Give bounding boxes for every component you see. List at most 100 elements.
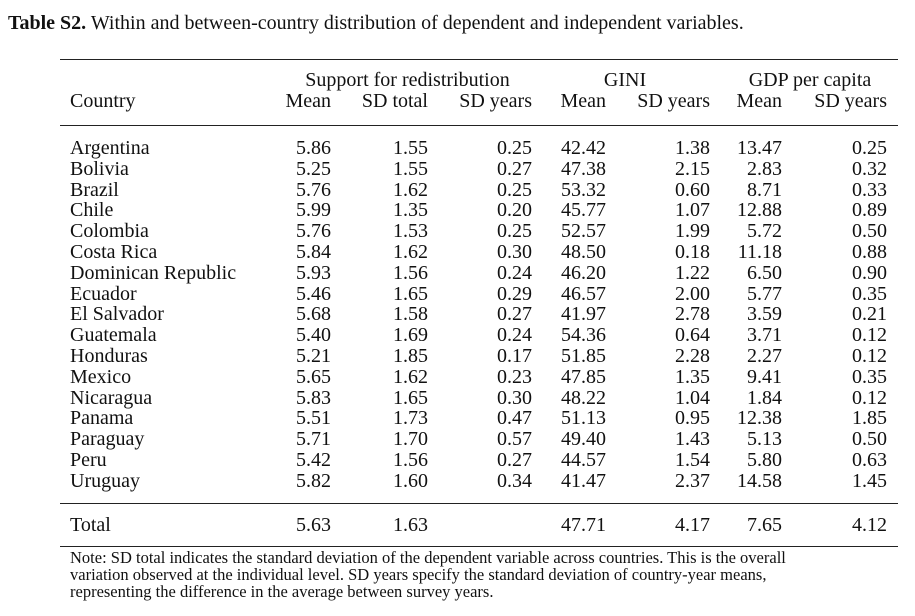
value-cell: 5.86 bbox=[296, 137, 331, 159]
value-cell: 1.62 bbox=[393, 178, 428, 201]
value-cell: 41.97 bbox=[561, 303, 606, 326]
value-cell: 2.28 bbox=[675, 345, 710, 367]
value-cell: 3.71 bbox=[747, 324, 782, 347]
value-cell: 0.47 bbox=[497, 407, 532, 430]
value-cell: 1.07 bbox=[675, 199, 710, 222]
total-value-cell: 7.65 bbox=[747, 514, 782, 536]
column-header: SD years bbox=[459, 90, 532, 112]
value-cell: 1.85 bbox=[393, 345, 428, 367]
value-cell: 1.62 bbox=[393, 365, 428, 388]
value-cell: 0.63 bbox=[852, 449, 887, 471]
value-cell: 48.22 bbox=[561, 386, 606, 409]
value-cell: 0.60 bbox=[675, 178, 710, 201]
value-cell: 5.84 bbox=[296, 241, 331, 263]
value-cell: 5.42 bbox=[296, 449, 331, 471]
value-cell: 0.21 bbox=[852, 303, 887, 326]
value-cell: 12.38 bbox=[737, 407, 782, 430]
value-cell: 0.35 bbox=[852, 365, 887, 388]
value-cell: 0.29 bbox=[497, 282, 532, 305]
value-cell: 48.50 bbox=[561, 241, 606, 263]
value-cell: 0.88 bbox=[852, 241, 887, 263]
total-rule-top bbox=[60, 503, 898, 504]
value-cell: 1.43 bbox=[675, 428, 710, 451]
value-cell: 47.85 bbox=[561, 365, 606, 388]
value-cell: 46.20 bbox=[561, 261, 606, 284]
header-group-support: Support for redistribution bbox=[305, 69, 510, 91]
value-cell: 5.71 bbox=[296, 428, 331, 451]
value-cell: 5.25 bbox=[296, 157, 331, 180]
value-cell: 2.27 bbox=[747, 345, 782, 367]
value-cell: 14.58 bbox=[737, 469, 782, 492]
value-cell: 5.83 bbox=[296, 386, 331, 409]
value-cell: 0.30 bbox=[497, 386, 532, 409]
value-cell: 5.76 bbox=[296, 220, 331, 243]
value-cell: 5.77 bbox=[747, 282, 782, 305]
country-cell: Costa Rica bbox=[70, 241, 158, 263]
country-cell: Argentina bbox=[70, 137, 150, 159]
value-cell: 0.27 bbox=[497, 157, 532, 180]
country-cell: Bolivia bbox=[70, 157, 129, 180]
value-cell: 45.77 bbox=[561, 199, 606, 222]
value-cell: 44.57 bbox=[561, 449, 606, 471]
column-header: SD years bbox=[637, 90, 710, 112]
table-caption: Table S2. Within and between-country dis… bbox=[8, 10, 744, 36]
value-cell: 1.55 bbox=[393, 137, 428, 159]
country-cell: Ecuador bbox=[70, 282, 137, 305]
value-cell: 1.35 bbox=[675, 365, 710, 388]
country-cell: El Salvador bbox=[70, 303, 164, 326]
value-cell: 5.80 bbox=[747, 449, 782, 471]
total-label: Total bbox=[70, 514, 111, 536]
value-cell: 0.17 bbox=[497, 345, 532, 367]
value-cell: 52.57 bbox=[561, 220, 606, 243]
caption-label: Table S2. bbox=[8, 12, 87, 34]
value-cell: 2.83 bbox=[747, 157, 782, 180]
value-cell: 1.60 bbox=[393, 469, 428, 492]
column-header: Mean bbox=[736, 90, 782, 112]
value-cell: 1.35 bbox=[393, 199, 428, 222]
value-cell: 11.18 bbox=[737, 241, 782, 263]
value-cell: 0.34 bbox=[497, 469, 532, 492]
top-rule bbox=[60, 59, 898, 60]
value-cell: 5.40 bbox=[296, 324, 331, 347]
value-cell: 53.32 bbox=[561, 178, 606, 201]
value-cell: 0.12 bbox=[852, 324, 887, 347]
value-cell: 0.50 bbox=[852, 220, 887, 243]
value-cell: 0.30 bbox=[497, 241, 532, 263]
value-cell: 5.51 bbox=[296, 407, 331, 430]
value-cell: 0.35 bbox=[852, 282, 887, 305]
column-header: SD total bbox=[361, 90, 428, 112]
value-cell: 0.57 bbox=[497, 428, 532, 451]
header-rule bbox=[60, 125, 898, 126]
value-cell: 46.57 bbox=[561, 282, 606, 305]
value-cell: 0.27 bbox=[497, 303, 532, 326]
value-cell: 1.84 bbox=[747, 386, 782, 409]
value-cell: 41.47 bbox=[561, 469, 606, 492]
value-cell: 1.70 bbox=[393, 428, 428, 451]
value-cell: 1.73 bbox=[393, 407, 428, 430]
value-cell: 1.65 bbox=[393, 282, 428, 305]
value-cell: 12.88 bbox=[737, 199, 782, 222]
value-cell: 51.13 bbox=[561, 407, 606, 430]
total-value-cell: 1.63 bbox=[393, 514, 428, 536]
value-cell: 1.04 bbox=[675, 386, 710, 409]
value-cell: 1.65 bbox=[393, 386, 428, 409]
header-group-gini: GINI bbox=[603, 69, 647, 91]
value-cell: 5.76 bbox=[296, 178, 331, 201]
value-cell: 1.56 bbox=[393, 449, 428, 471]
value-cell: 0.20 bbox=[497, 199, 532, 222]
value-cell: 1.56 bbox=[393, 261, 428, 284]
total-value-cell: 47.71 bbox=[561, 514, 606, 536]
value-cell: 1.62 bbox=[393, 241, 428, 263]
value-cell: 5.65 bbox=[296, 365, 331, 388]
value-cell: 0.32 bbox=[852, 157, 887, 180]
value-cell: 9.41 bbox=[747, 365, 782, 388]
value-cell: 5.46 bbox=[296, 282, 331, 305]
value-cell: 2.78 bbox=[675, 303, 710, 326]
value-cell: 1.45 bbox=[852, 469, 887, 492]
country-cell: Chile bbox=[70, 199, 114, 222]
value-cell: 42.42 bbox=[561, 137, 606, 159]
value-cell: 2.37 bbox=[675, 469, 710, 492]
value-cell: 1.99 bbox=[675, 220, 710, 243]
total-value-cell: 4.12 bbox=[852, 514, 887, 536]
note-line: variation observed at the individual lev… bbox=[70, 565, 767, 584]
